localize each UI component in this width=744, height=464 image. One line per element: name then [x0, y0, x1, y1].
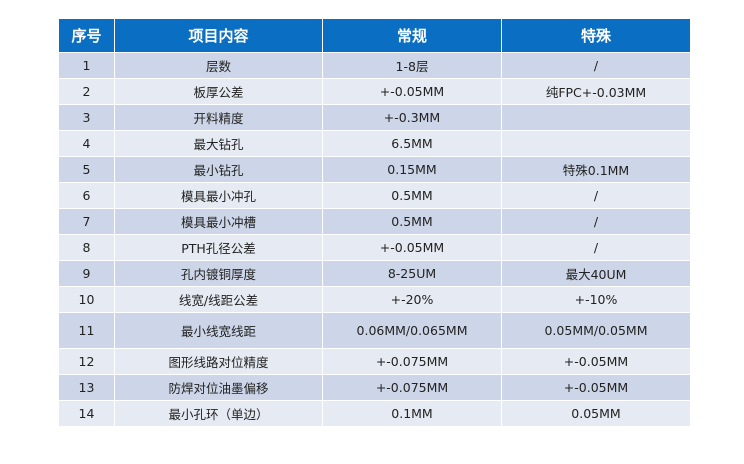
cell-index: 11	[59, 313, 114, 348]
cell-item: 板厚公差	[115, 79, 322, 104]
cell-index: 9	[59, 261, 114, 286]
cell-item: 模具最小冲槽	[115, 209, 322, 234]
cell-index: 4	[59, 131, 114, 156]
cell-index: 7	[59, 209, 114, 234]
cell-standard: +-0.3MM	[323, 105, 501, 130]
cell-index: 12	[59, 349, 114, 374]
table-row: 11 最小线宽线距 0.06MM/0.065MM 0.05MM/0.05MM	[59, 313, 690, 348]
cell-item: 最小线宽线距	[115, 313, 322, 348]
cell-standard: 0.5MM	[323, 209, 501, 234]
cell-standard: +-0.05MM	[323, 235, 501, 260]
cell-item: 模具最小冲孔	[115, 183, 322, 208]
cell-special	[502, 105, 690, 130]
cell-index: 1	[59, 53, 114, 78]
cell-standard: +-20%	[323, 287, 501, 312]
cell-special: 纯FPC+-0.03MM	[502, 79, 690, 104]
cell-standard: 0.15MM	[323, 157, 501, 182]
cell-item: 图形线路对位精度	[115, 349, 322, 374]
cell-item: 开料精度	[115, 105, 322, 130]
table-row: 14 最小孔环（单边） 0.1MM 0.05MM	[59, 401, 690, 426]
spec-table: 序号 项目内容 常规 特殊 1 层数 1-8层/2 板厚公差 +-0.05MM 纯FPC+…	[58, 18, 691, 427]
cell-special: 0.05MM	[502, 401, 690, 426]
cell-special: 特殊0.1MM	[502, 157, 690, 182]
cell-item: 孔内镀铜厚度	[115, 261, 322, 286]
header-cell-special: 特殊	[502, 19, 690, 52]
cell-special: +-0.05MM	[502, 375, 690, 400]
cell-standard: 0.06MM/0.065MM	[323, 313, 501, 348]
table-row: 10 线宽/线距公差 +-20% +-10%	[59, 287, 690, 312]
table-row: 8 PTH孔径公差 +-0.05MM /	[59, 235, 690, 260]
cell-index: 14	[59, 401, 114, 426]
header-cell-item: 项目内容	[115, 19, 322, 52]
table-row: 12 图形线路对位精度 +-0.075MM +-0.05MM	[59, 349, 690, 374]
cell-item: PTH孔径公差	[115, 235, 322, 260]
cell-standard: 8-25UM	[323, 261, 501, 286]
cell-item: 层数	[115, 53, 322, 78]
cell-index: 8	[59, 235, 114, 260]
table-row: 3 开料精度 +-0.3MM	[59, 105, 690, 130]
table-row: 1 层数 1-8层 /	[59, 53, 690, 78]
cell-index: 2	[59, 79, 114, 104]
cell-standard: +-0.075MM	[323, 375, 501, 400]
cell-index: 5	[59, 157, 114, 182]
cell-standard: 0.1MM	[323, 401, 501, 426]
table-row: 5 最小钻孔 0.15MM 特殊0.1MM	[59, 157, 690, 182]
cell-standard: 0.5MM	[323, 183, 501, 208]
header-row: 序号 项目内容 常规 特殊	[59, 19, 690, 52]
table-row: 9 孔内镀铜厚度 8-25UM 最大40UM	[59, 261, 690, 286]
header-cell-index: 序号	[59, 19, 114, 52]
cell-standard: 1-8层	[323, 53, 501, 78]
cell-standard: 6.5MM	[323, 131, 501, 156]
cell-index: 13	[59, 375, 114, 400]
cell-index: 3	[59, 105, 114, 130]
cell-special: +-0.05MM	[502, 349, 690, 374]
cell-item: 最小孔环（单边）	[115, 401, 322, 426]
table-row: 7 模具最小冲槽 0.5MM /	[59, 209, 690, 234]
cell-special: /	[502, 209, 690, 234]
cell-standard: +-0.075MM	[323, 349, 501, 374]
cell-item: 防焊对位油墨偏移	[115, 375, 322, 400]
cell-special: 0.05MM/0.05MM	[502, 313, 690, 348]
cell-special: /	[502, 183, 690, 208]
cell-special: 最大40UM	[502, 261, 690, 286]
cell-special	[502, 131, 690, 156]
cell-standard: +-0.05MM	[323, 79, 501, 104]
cell-special: +-10%	[502, 287, 690, 312]
cell-special: /	[502, 235, 690, 260]
cell-special: /	[502, 53, 690, 78]
cell-index: 6	[59, 183, 114, 208]
cell-item: 最大钻孔	[115, 131, 322, 156]
table-row: 13 防焊对位油墨偏移 +-0.075MM +-0.05MM	[59, 375, 690, 400]
table-row: 4 最大钻孔 6.5MM	[59, 131, 690, 156]
cell-item: 线宽/线距公差	[115, 287, 322, 312]
header-cell-standard: 常规	[323, 19, 501, 52]
cell-item: 最小钻孔	[115, 157, 322, 182]
cell-index: 10	[59, 287, 114, 312]
table-row: 6 模具最小冲孔 0.5MM /	[59, 183, 690, 208]
table-row: 2 板厚公差 +-0.05MM 纯FPC+-0.03MM	[59, 79, 690, 104]
